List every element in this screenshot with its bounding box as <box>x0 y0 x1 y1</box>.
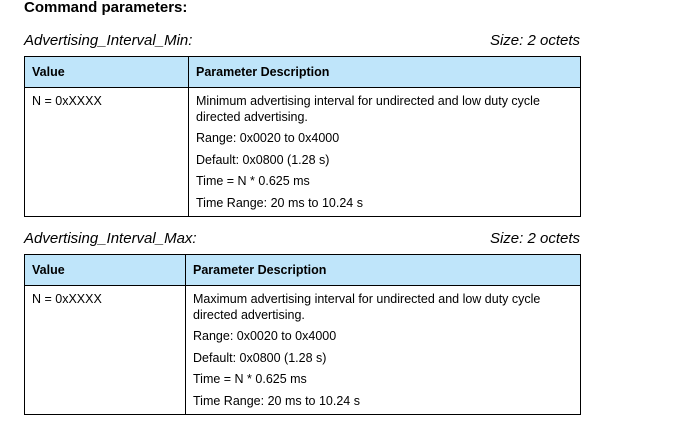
parameter-table-min: Value Parameter Description N = 0xXXXX M… <box>24 56 581 217</box>
description-text: Maximum advertising interval for undirec… <box>193 292 541 322</box>
description-text: Minimum advertising interval for undirec… <box>196 94 540 124</box>
table-row: N = 0xXXXX Minimum advertising interval … <box>24 87 581 217</box>
default-text: Default: 0x0800 (1.28 s) <box>196 152 330 167</box>
column-header-description: Parameter Description <box>185 254 581 286</box>
parameter-name: Advertising_Interval_Max: <box>24 230 197 247</box>
table-header-row: Value Parameter Description <box>24 254 581 286</box>
value-cell: N = 0xXXXX <box>24 87 189 217</box>
description-cell: Minimum advertising interval for undirec… <box>188 87 581 217</box>
time-formula-text: Time = N * 0.625 ms <box>196 174 310 188</box>
parameter-header-min: Advertising_Interval_Min: Size: 2 octets <box>24 31 580 51</box>
table-row: N = 0xXXXX Maximum advertising interval … <box>24 285 581 415</box>
description-cell: Maximum advertising interval for undirec… <box>185 285 581 415</box>
column-header-value: Value <box>24 254 186 286</box>
parameter-size: Size: 2 octets <box>489 32 580 49</box>
default-text: Default: 0x0800 (1.28 s) <box>193 350 327 365</box>
section-title: Command parameters: <box>24 0 188 16</box>
time-formula-text: Time = N * 0.625 ms <box>193 372 307 386</box>
time-range-text: Time Range: 20 ms to 10.24 s <box>193 393 360 408</box>
parameter-table-max: Value Parameter Description N = 0xXXXX M… <box>24 254 581 415</box>
column-header-value: Value <box>24 56 189 88</box>
range-text: Range: 0x0020 to 0x4000 <box>193 329 337 343</box>
parameter-name: Advertising_Interval_Min: <box>24 32 193 49</box>
value-cell: N = 0xXXXX <box>24 285 186 415</box>
range-text: Range: 0x0020 to 0x4000 <box>196 131 340 145</box>
time-range-text: Time Range: 20 ms to 10.24 s <box>196 195 363 210</box>
table-header-row: Value Parameter Description <box>24 56 581 88</box>
parameter-header-max: Advertising_Interval_Max: Size: 2 octets <box>24 229 580 249</box>
parameter-size: Size: 2 octets <box>489 230 580 247</box>
column-header-description: Parameter Description <box>188 56 581 88</box>
